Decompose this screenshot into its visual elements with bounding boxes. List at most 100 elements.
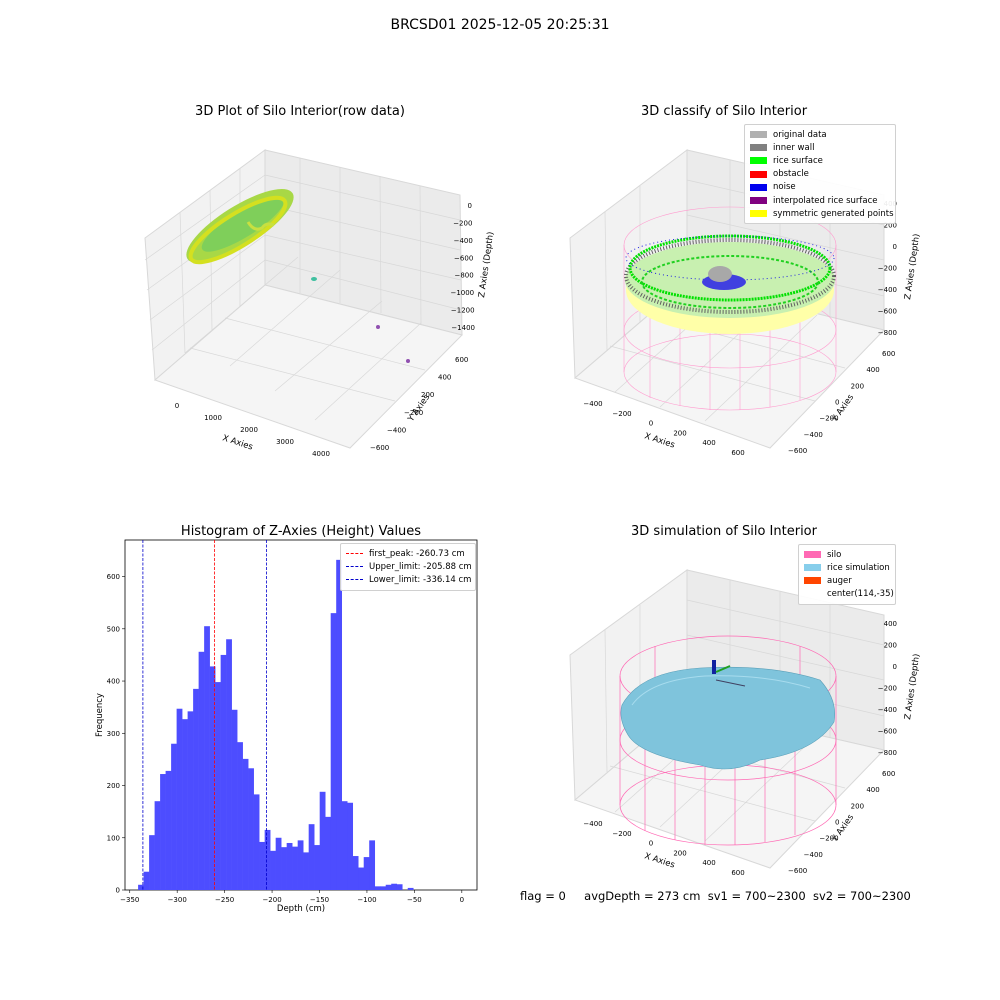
- histogram-x-tick-label: −100: [357, 896, 376, 904]
- raw-x-tick: 0: [175, 402, 179, 410]
- classify-y-axis-label: Y Axies: [830, 392, 857, 424]
- histogram-bar: [341, 801, 348, 890]
- legend-label: interpolated rice surface: [773, 195, 878, 206]
- histogram-bar: [248, 768, 254, 890]
- classify-x-axis-label: X Axies: [643, 431, 676, 450]
- classify-x-tick: 0: [649, 420, 653, 428]
- classify-plot-title: 3D classify of Silo Interior: [640, 104, 808, 119]
- legend-label: rice simulation: [827, 562, 890, 573]
- simulation-x-tick: 400: [702, 859, 715, 867]
- classify-x-tick: 600: [731, 449, 744, 457]
- histogram-bar: [352, 856, 359, 890]
- legend-swatch: [750, 197, 767, 205]
- histogram-bar: [303, 852, 309, 890]
- legend-swatch: [804, 577, 821, 585]
- classify-y-tick: 200: [851, 382, 864, 390]
- raw-z-axis-label: Z Axies (Depth): [477, 231, 496, 298]
- simulation-x-tick: 600: [731, 869, 744, 877]
- classify-x-tick: 200: [673, 429, 686, 437]
- legend-label: original data: [773, 129, 827, 140]
- classify-x-tick-labels: −400 −200 0 200 400 600: [583, 400, 744, 457]
- classify-z-tick: −200: [878, 265, 897, 273]
- histogram-x-tick-label: −250: [215, 896, 234, 904]
- histogram-bar: [143, 871, 150, 890]
- raw-z-tick: −600: [454, 254, 473, 262]
- raw-x-tick: 3000: [276, 438, 294, 446]
- legend-label: center(114,-35): [827, 589, 894, 600]
- simulation-legend: silo rice simulation auger center(114,-35): [798, 544, 896, 605]
- histogram-bar: [314, 845, 320, 890]
- classify-z-axis-label: Z Axies (Depth): [903, 233, 922, 300]
- sv2-text: sv2 = 700~2300: [812, 889, 911, 903]
- auger-mark: [712, 660, 716, 674]
- classify-y-tick: −400: [804, 431, 823, 439]
- histogram-bar: [242, 758, 249, 890]
- avg-depth-text: avgDepth = 273 cm: [584, 889, 701, 903]
- histogram-x-axis-label: Depth (cm): [277, 904, 325, 914]
- histogram-y-axis-label: Frequency: [95, 693, 105, 737]
- legend-swatch: [346, 579, 363, 581]
- histogram-bar: [319, 791, 326, 890]
- raw-z-tick: −1200: [451, 307, 475, 315]
- simulation-z-tick: −800: [878, 749, 897, 757]
- histogram-y-tick-label: 500: [107, 625, 120, 633]
- classify-legend: original data inner wall rice surface obsta…: [744, 124, 896, 225]
- raw-y-tick: 600: [455, 356, 468, 364]
- histogram-bar: [286, 842, 293, 890]
- raw-x-tick: 1000: [204, 414, 222, 422]
- classify-z-tick: −800: [878, 329, 897, 337]
- histogram-bar: [380, 886, 387, 890]
- histogram-bar: [253, 794, 260, 890]
- status-footer: flag = 0 avgDepth = 273 cm sv1 = 700~230…: [520, 889, 911, 903]
- histogram-bar: [193, 688, 199, 890]
- histogram-y-tick-label: 200: [107, 782, 120, 790]
- histogram-bar: [198, 651, 205, 890]
- rice-simulation-surface: [620, 666, 835, 770]
- legend-swatch: [346, 553, 363, 555]
- histogram-bar: [270, 850, 276, 890]
- classify-x-tick: 400: [702, 439, 715, 447]
- legend-item: original data: [750, 128, 890, 141]
- histogram-bar: [215, 682, 221, 890]
- histogram-bar: [347, 802, 354, 890]
- histogram-x-tick-label: −300: [168, 896, 187, 904]
- simulation-x-tick: −200: [612, 830, 631, 838]
- histogram-legend: first_peak: -260.73 cm Upper_limit: -205.…: [340, 543, 476, 591]
- histogram-y-tick-label: 300: [107, 730, 120, 738]
- raw-y-tick: 200: [421, 391, 434, 399]
- histogram-bar: [182, 719, 188, 890]
- histogram-bar: [330, 613, 337, 890]
- histogram-bar: [237, 742, 243, 890]
- histogram-bar: [165, 770, 172, 890]
- raw-z-tick: −400: [454, 237, 473, 245]
- legend-label: first_peak: -260.73 cm: [369, 548, 465, 559]
- simulation-y-tick: −200: [819, 835, 838, 843]
- histogram-bar: [363, 857, 370, 890]
- histogram-x-tick-label: −200: [262, 896, 281, 904]
- simulation-y-axis-label: Y Axies: [830, 812, 857, 844]
- legend-label: auger: [827, 575, 852, 586]
- legend-swatch: [750, 210, 767, 218]
- classify-y-tick: 0: [835, 399, 839, 407]
- legend-item: inner wall: [750, 141, 890, 154]
- raw-z-tick: −800: [454, 272, 473, 280]
- histogram-bar: [154, 801, 161, 890]
- histogram-bar: [385, 884, 392, 890]
- simulation-plot-title: 3D simulation of Silo Interior: [631, 524, 817, 539]
- histogram-bar: [358, 867, 365, 890]
- legend-item: rice surface: [750, 154, 890, 167]
- histogram-bar: [176, 708, 183, 890]
- simulation-z-axis-label: Z Axies (Depth): [903, 653, 922, 720]
- simulation-x-tick-labels: −400 −200 0 200 400 600: [583, 820, 744, 877]
- histogram-bar: [149, 835, 155, 890]
- simulation-z-tick: −200: [878, 685, 897, 693]
- histogram-bar: [336, 559, 343, 890]
- histogram-bars: [138, 559, 414, 890]
- simulation-x-tick: 0: [649, 840, 653, 848]
- legend-swatch: [804, 591, 821, 598]
- raw-x-tick: 2000: [240, 426, 258, 434]
- classify-x-tick: −200: [612, 410, 631, 418]
